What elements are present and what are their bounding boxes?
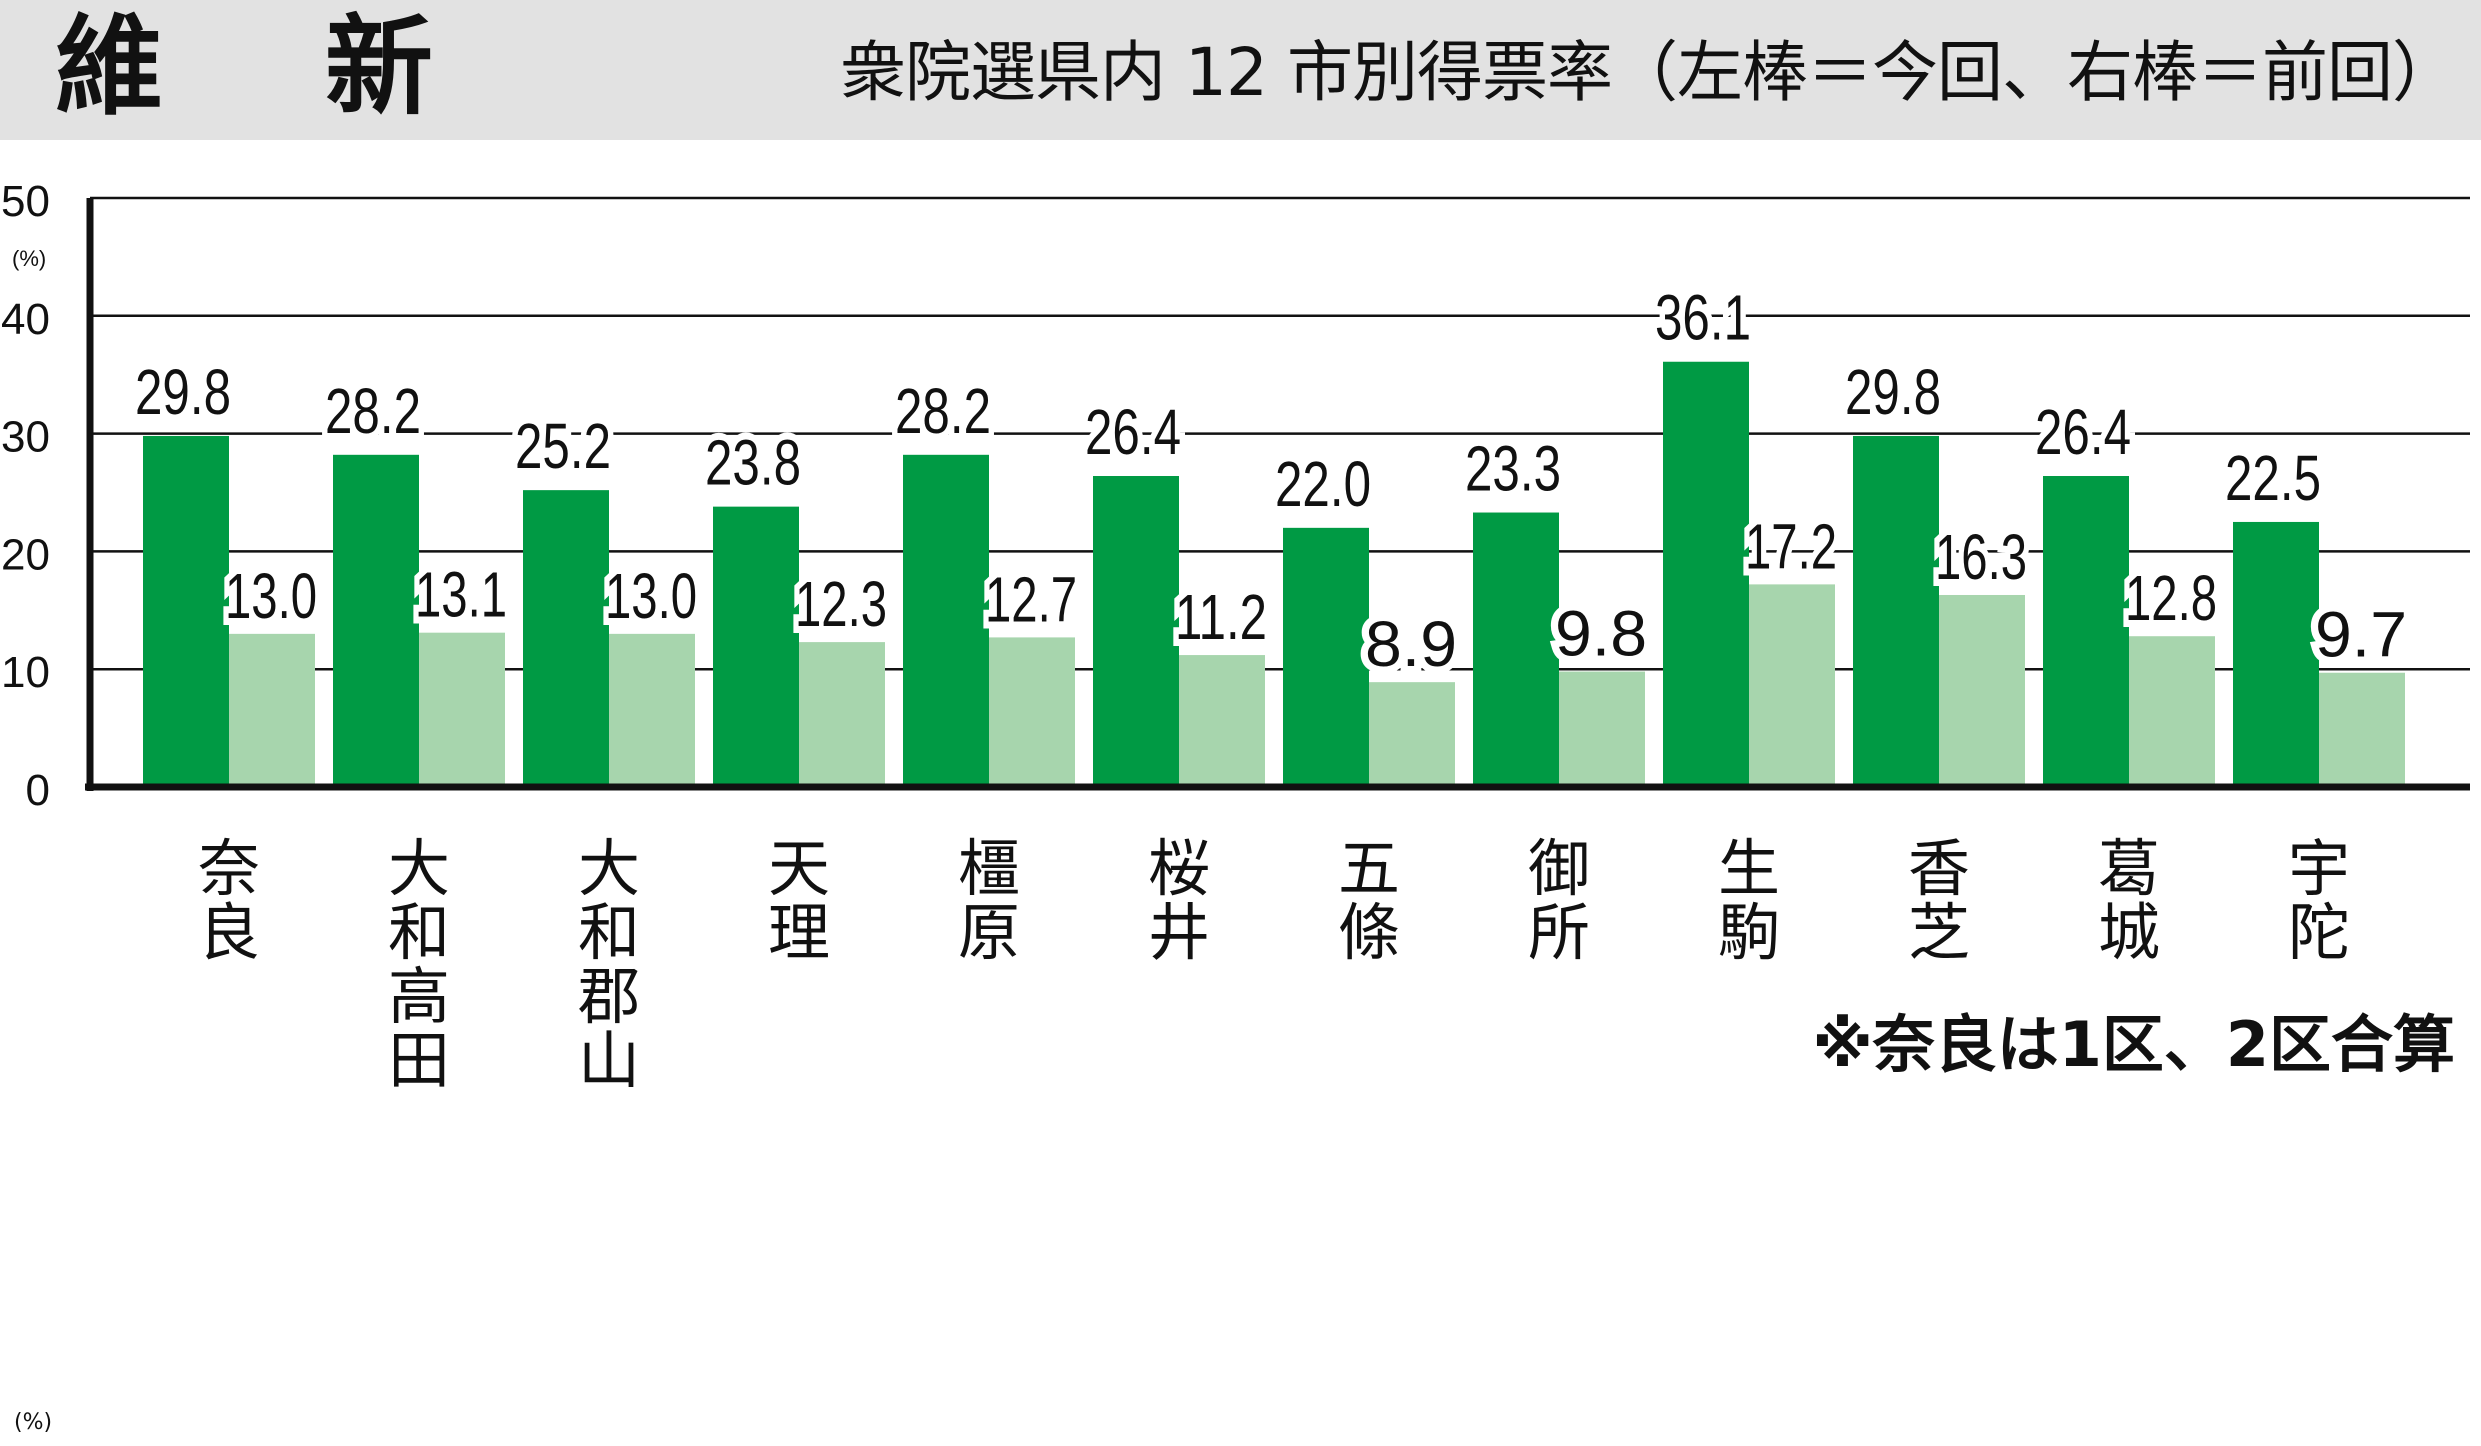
party-name: 維新 bbox=[55, 8, 435, 128]
y-tick-label: 30 bbox=[1, 413, 50, 462]
category-label-char: 天 bbox=[768, 832, 830, 905]
category-label-char: 井 bbox=[1148, 896, 1210, 969]
y-tick-label: 50 bbox=[1, 177, 50, 226]
data-label-previous-6: 8.9 bbox=[1365, 608, 1457, 680]
data-label-previous-7: 9.8 bbox=[1555, 598, 1647, 670]
bar-current-1 bbox=[333, 454, 419, 787]
data-labels: 29.813.028.213.125.213.023.812.328.212.7… bbox=[128, 275, 2414, 687]
category-label-char: 郡 bbox=[578, 960, 640, 1033]
data-label-previous-2: 13.0 bbox=[605, 560, 697, 632]
bar-previous-9 bbox=[1939, 594, 2025, 787]
category-label-char: 大 bbox=[388, 832, 450, 905]
data-label-previous-1: 13.1 bbox=[415, 559, 507, 631]
data-label-current-10: 26.4 bbox=[2035, 396, 2131, 468]
header-bar: 維新 衆院選県内 12 市別得票率（左棒＝今回、右棒＝前回） bbox=[0, 0, 2481, 140]
data-label-current-2: 25.2 bbox=[515, 410, 611, 482]
y-tick-label: 10 bbox=[1, 648, 50, 697]
y-tick-label: 20 bbox=[1, 530, 50, 579]
bar-previous-3 bbox=[799, 642, 885, 787]
category-label-char: 駒 bbox=[1718, 896, 1780, 969]
category-label-char: 奈 bbox=[198, 832, 260, 905]
data-label-previous-3: 12.3 bbox=[795, 568, 887, 640]
category-label-char: 陀 bbox=[2288, 896, 2350, 969]
bar-current-0 bbox=[143, 435, 229, 787]
unit-label-bottom: (%) bbox=[14, 1410, 53, 1435]
category-label-char: 和 bbox=[388, 896, 450, 969]
data-label-previous-0: 13.0 bbox=[225, 560, 317, 632]
category-label-char: 御 bbox=[1528, 832, 1590, 905]
category-label-char: 和 bbox=[578, 896, 640, 969]
category-label-char: 生 bbox=[1718, 832, 1780, 905]
bar-current-9 bbox=[1853, 435, 1939, 787]
bar-previous-6 bbox=[1369, 682, 1455, 787]
data-label-previous-9: 16.3 bbox=[1935, 521, 2027, 593]
footnote: ※奈良は1区、2区合算 bbox=[1812, 1008, 2455, 1081]
data-label-current-7: 23.3 bbox=[1465, 433, 1561, 505]
data-label-current-4: 28.2 bbox=[895, 375, 991, 447]
category-label-char: 宇 bbox=[2288, 832, 2350, 905]
data-label-previous-8: 17.2 bbox=[1745, 510, 1837, 582]
bar-previous-0 bbox=[229, 633, 315, 787]
category-label-char: 桜 bbox=[1148, 832, 1210, 905]
data-label-current-1: 28.2 bbox=[325, 375, 421, 447]
chart-title: 衆院選県内 12 市別得票率（左棒＝今回、右棒＝前回） bbox=[840, 34, 2458, 111]
bar-previous-2 bbox=[609, 633, 695, 787]
axes bbox=[85, 198, 2470, 791]
bar-current-8 bbox=[1663, 361, 1749, 787]
y-tick-label: 0 bbox=[26, 766, 50, 815]
category-label-char: 良 bbox=[198, 896, 260, 969]
bar-previous-8 bbox=[1749, 584, 1835, 787]
data-label-current-3: 23.8 bbox=[705, 427, 801, 499]
data-label-current-6: 22.0 bbox=[1275, 448, 1371, 520]
category-label-char: 葛 bbox=[2098, 832, 2160, 905]
category-label-char: 所 bbox=[1528, 896, 1590, 969]
bar-previous-4 bbox=[989, 637, 1075, 787]
category-label-char: 田 bbox=[388, 1024, 450, 1097]
data-label-previous-4: 12.7 bbox=[985, 563, 1077, 635]
bar-current-10 bbox=[2043, 476, 2129, 787]
y-tick-labels: 0 10 20 30 40 50 (%) bbox=[1, 177, 50, 815]
y-unit-label: (%) bbox=[12, 246, 46, 271]
bar-current-6 bbox=[1283, 527, 1369, 787]
data-label-current-9: 29.8 bbox=[1845, 356, 1941, 428]
category-label-char: 條 bbox=[1338, 896, 1400, 969]
bar-current-7 bbox=[1473, 512, 1559, 787]
category-label-char: 原 bbox=[958, 896, 1020, 969]
category-label-char: 五 bbox=[1338, 832, 1400, 905]
bar-previous-7 bbox=[1559, 671, 1645, 787]
data-label-previous-10: 12.8 bbox=[2125, 562, 2217, 634]
data-label-current-5: 26.4 bbox=[1085, 396, 1181, 468]
party-name-char: 新 bbox=[324, 5, 435, 130]
category-label-char: 城 bbox=[2098, 896, 2160, 969]
category-label-char: 橿 bbox=[958, 832, 1020, 905]
data-label-previous-11: 9.7 bbox=[2315, 599, 2407, 671]
bar-current-4 bbox=[903, 454, 989, 787]
bars bbox=[143, 361, 2405, 787]
bar-current-11 bbox=[2233, 521, 2319, 787]
bar-current-2 bbox=[523, 490, 609, 787]
bar-current-3 bbox=[713, 506, 799, 787]
category-label-char: 大 bbox=[578, 832, 640, 905]
bar-previous-10 bbox=[2129, 636, 2215, 787]
data-label-current-0: 29.8 bbox=[135, 356, 231, 428]
category-label-char: 山 bbox=[578, 1024, 640, 1097]
data-label-current-8: 36.1 bbox=[1655, 282, 1751, 354]
data-label-current-11: 22.5 bbox=[2225, 442, 2321, 514]
category-label-char: 香 bbox=[1908, 832, 1970, 905]
data-label-previous-5: 11.2 bbox=[1175, 581, 1267, 653]
bar-previous-5 bbox=[1179, 655, 1265, 787]
category-label-char: 理 bbox=[768, 896, 830, 969]
bar-previous-1 bbox=[419, 632, 505, 787]
category-label-char: 芝 bbox=[1908, 896, 1970, 969]
category-label-char: 高 bbox=[388, 960, 450, 1033]
bar-current-5 bbox=[1093, 476, 1179, 787]
bar-previous-11 bbox=[2319, 672, 2405, 787]
y-tick-label: 40 bbox=[1, 295, 50, 344]
party-name-char: 維 bbox=[55, 5, 166, 130]
